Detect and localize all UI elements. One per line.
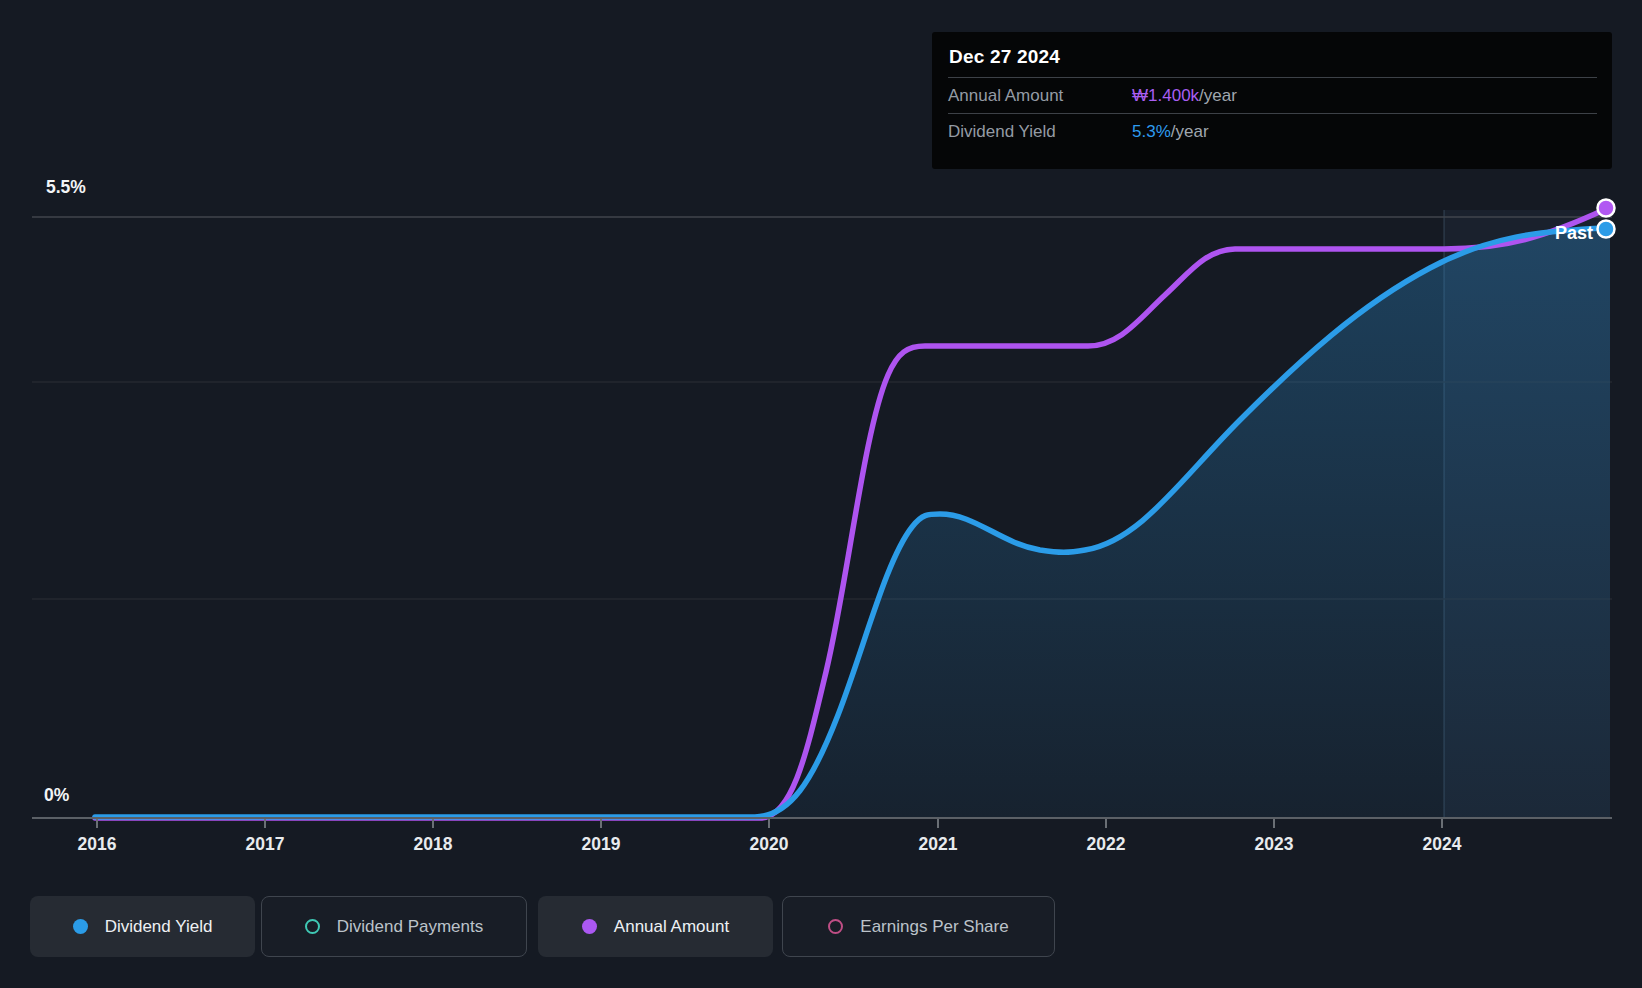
legend-button-earnings-per-share[interactable]: Earnings Per Share	[782, 896, 1055, 957]
past-label: Past	[1555, 223, 1593, 243]
legend-label-dividend-yield: Dividend Yield	[105, 917, 213, 937]
y-label-top: 5.5%	[46, 177, 86, 197]
legend-label-earnings-per-share: Earnings Per Share	[860, 917, 1008, 937]
x-label-2024: 2024	[1423, 834, 1462, 854]
x-label-2020: 2020	[750, 834, 789, 854]
tooltip-value-annual-amount: ₩1.400k	[1132, 86, 1199, 106]
annual-amount-dot-icon	[582, 919, 597, 934]
tooltip-suffix-annual-amount: /year	[1199, 86, 1237, 106]
y-label-zero: 0%	[44, 785, 70, 805]
tooltip-date: Dec 27 2024	[932, 32, 1612, 77]
x-label-2021: 2021	[919, 834, 958, 854]
tooltip-label-dividend-yield: Dividend Yield	[948, 122, 1132, 142]
x-label-2022: 2022	[1087, 834, 1126, 854]
chart-tooltip: Dec 27 2024 Annual Amount ₩1.400k /year …	[932, 32, 1612, 169]
dividend-yield-endpoint-marker	[1598, 221, 1615, 238]
tooltip-value-dividend-yield: 5.3%	[1132, 122, 1171, 142]
tooltip-label-annual-amount: Annual Amount	[948, 86, 1132, 106]
legend-button-dividend-yield[interactable]: Dividend Yield	[30, 896, 255, 957]
chart-legend: Dividend Yield Dividend Payments Annual …	[30, 896, 1055, 957]
x-label-2018: 2018	[414, 834, 453, 854]
dividend-history-chart-panel: 2016 2017 2018 2019 2020 2021 2022 2023 …	[0, 0, 1642, 988]
tooltip-suffix-dividend-yield: /year	[1171, 122, 1209, 142]
legend-button-dividend-payments[interactable]: Dividend Payments	[261, 896, 527, 957]
tooltip-row-annual-amount: Annual Amount ₩1.400k /year	[948, 77, 1597, 113]
dividend-yield-dot-icon	[73, 919, 88, 934]
earnings-per-share-ring-icon	[828, 919, 843, 934]
x-label-2017: 2017	[246, 834, 285, 854]
annual-amount-endpoint-marker	[1598, 200, 1615, 217]
x-label-2016: 2016	[78, 834, 117, 854]
legend-label-dividend-payments: Dividend Payments	[337, 917, 483, 937]
dividend-payments-ring-icon	[305, 919, 320, 934]
legend-button-annual-amount[interactable]: Annual Amount	[538, 896, 773, 957]
x-label-2019: 2019	[582, 834, 621, 854]
legend-label-annual-amount: Annual Amount	[614, 917, 729, 937]
tooltip-row-dividend-yield: Dividend Yield 5.3% /year	[948, 113, 1597, 149]
x-label-2023: 2023	[1255, 834, 1294, 854]
